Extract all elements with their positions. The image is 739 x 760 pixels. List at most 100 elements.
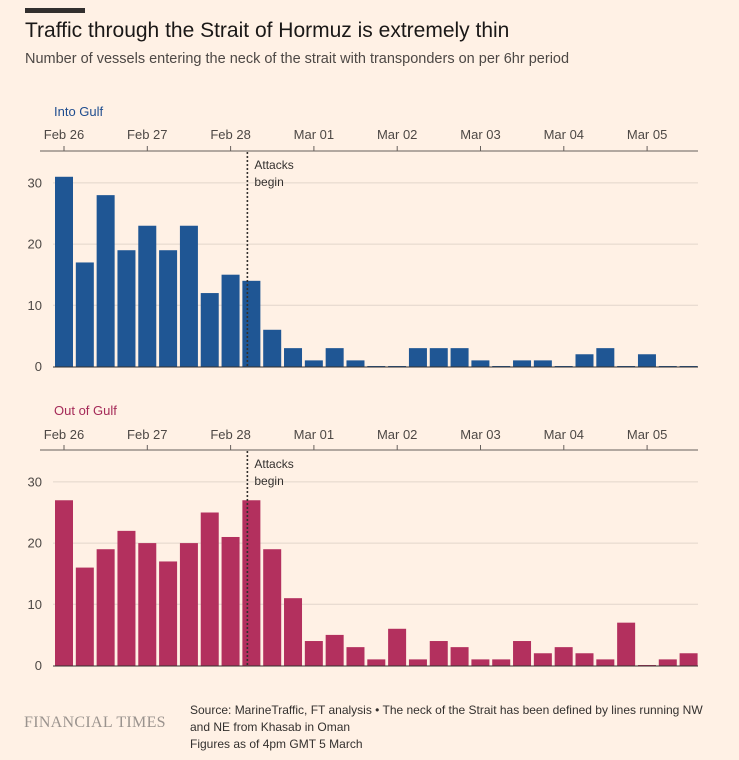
annotation-text: Attacks [254,457,293,471]
bar [242,500,261,666]
bar [408,348,427,367]
bar [388,366,407,367]
x-tick-label: Feb 27 [127,427,167,442]
source-note: Source: MarineTraffic, FT analysis • The… [190,702,720,753]
x-tick-label: Mar 04 [544,427,584,442]
chart-title: Traffic through the Strait of Hormuz is … [25,19,510,42]
bar [179,225,198,367]
bar [575,354,594,367]
bar [429,348,448,367]
y-tick-label: 20 [28,536,42,551]
bar [367,659,386,666]
bar [263,549,282,666]
bar [450,348,469,367]
bar [200,293,219,367]
x-tick-label: Mar 05 [627,427,667,442]
bar [492,366,511,367]
bar [658,659,677,666]
bar [346,360,365,367]
panel-label: Into Gulf [54,104,104,119]
annotation-text: Attacks [254,158,293,172]
bar [513,641,532,666]
bar [159,561,178,666]
bar [533,360,552,367]
source-line-1: Source: MarineTraffic, FT analysis • The… [190,703,703,734]
bar [492,659,511,666]
annotation-text: begin [254,474,283,488]
bar [284,348,303,367]
bar [346,647,365,666]
bar [575,653,594,666]
bar [554,647,573,666]
bar [388,628,407,666]
x-tick-label: Mar 02 [377,127,417,142]
bar [367,366,386,367]
y-tick-label: 10 [28,597,42,612]
panel-label: Out of Gulf [54,403,117,418]
bar [513,360,532,367]
bar [533,653,552,666]
bar [159,250,178,367]
bar [637,665,656,666]
bar [617,366,636,367]
bar [221,274,240,367]
annotation-text: begin [254,175,283,189]
x-tick-label: Feb 26 [44,427,84,442]
bar [679,653,698,666]
bar [429,641,448,666]
bar [596,659,615,666]
bar [471,360,490,367]
x-tick-label: Mar 05 [627,127,667,142]
bar [304,360,323,367]
bar [284,598,303,666]
x-tick-label: Mar 03 [460,427,500,442]
bar [117,250,136,367]
y-tick-label: 10 [28,298,42,313]
source-line-2: Figures as of 4pm GMT 5 March [190,737,363,751]
bar [96,195,115,367]
x-tick-label: Mar 01 [294,427,334,442]
bar [304,641,323,666]
bar [242,280,261,367]
bar [96,549,115,666]
bar [75,567,94,666]
charts-svg: Into Gulf 0 10 20 30 Feb 26 Feb 27 Feb 28 Mar 01… [28,104,698,673]
chart-subtitle: Number of vessels entering the neck of t… [25,51,570,67]
bar [221,536,240,666]
bar [637,354,656,367]
header-rule [25,8,85,13]
bar [325,634,344,666]
bar [138,543,157,666]
bar [450,647,469,666]
ft-logo: FINANCIAL TIMES [24,714,166,731]
y-tick-label: 0 [35,658,42,673]
bar [658,366,677,367]
bar [75,262,94,367]
y-tick-label: 30 [28,474,42,489]
y-tick-label: 20 [28,237,42,252]
x-tick-label: Mar 02 [377,427,417,442]
bar [200,512,219,666]
bar [263,329,282,367]
x-tick-label: Feb 27 [127,127,167,142]
bar [55,176,73,367]
bar [617,622,636,666]
bar [117,530,136,666]
bar [179,543,198,666]
x-tick-label: Feb 26 [44,127,84,142]
x-tick-label: Feb 28 [210,127,250,142]
y-tick-label: 0 [35,359,42,374]
bar [554,366,573,367]
x-tick-label: Mar 03 [460,127,500,142]
x-tick-label: Mar 01 [294,127,334,142]
x-tick-label: Mar 04 [544,127,584,142]
bar [596,348,615,367]
bar [325,348,344,367]
y-tick-label: 30 [28,175,42,190]
bar [679,366,698,367]
bar [408,659,427,666]
x-tick-label: Feb 28 [210,427,250,442]
bar [138,225,157,367]
bar [471,659,490,666]
bar [55,500,73,666]
